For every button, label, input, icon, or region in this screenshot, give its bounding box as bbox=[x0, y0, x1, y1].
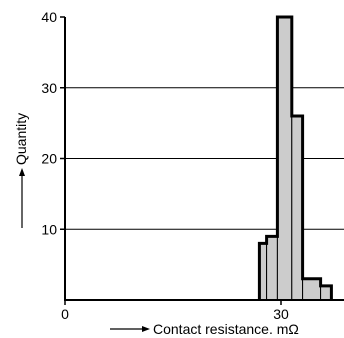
x-tick-label-30: 30 bbox=[273, 306, 289, 322]
histogram-bin-1 bbox=[266, 235, 278, 301]
y-tick-label-10: 10 bbox=[41, 221, 57, 237]
histogram-bin-3 bbox=[291, 115, 304, 301]
x-axis-label-group: Contact resistance. mΩ bbox=[110, 321, 299, 337]
histogram-bin-5 bbox=[320, 285, 332, 301]
y-axis-label: Quantity bbox=[13, 113, 29, 165]
x-tick-label-0: 0 bbox=[61, 306, 69, 322]
y-tick-label-30: 30 bbox=[41, 80, 57, 96]
y-tick-label-40: 40 bbox=[41, 9, 57, 25]
y-tick-label-20: 20 bbox=[41, 151, 57, 167]
histogram-bin-4 bbox=[302, 278, 322, 301]
axes bbox=[60, 16, 344, 305]
histogram-bin-2 bbox=[276, 16, 293, 301]
histogram-outline bbox=[257, 15, 333, 300]
x-axis-label: Contact resistance. mΩ bbox=[153, 321, 299, 337]
tick-labels: 102030400304050 bbox=[41, 9, 289, 322]
x-axis-arrow-head bbox=[142, 326, 150, 332]
y-axis-label-group: Quantity bbox=[13, 113, 29, 228]
y-axis-arrow-head bbox=[19, 168, 25, 176]
